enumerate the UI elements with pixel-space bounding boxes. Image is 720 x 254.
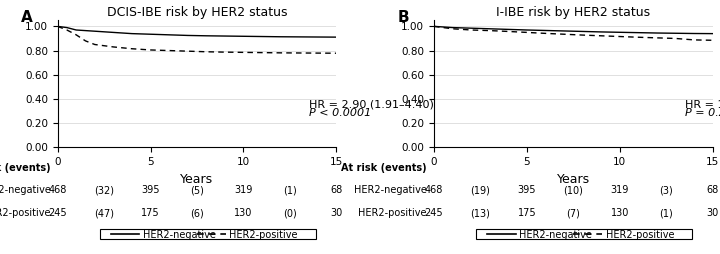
Text: HER2-negative: HER2-negative bbox=[143, 230, 216, 240]
Text: 175: 175 bbox=[141, 208, 160, 218]
Text: B: B bbox=[397, 10, 410, 25]
X-axis label: Years: Years bbox=[557, 173, 590, 186]
Text: 30: 30 bbox=[706, 208, 719, 218]
Text: (5): (5) bbox=[190, 185, 204, 195]
Text: HER2-negative: HER2-negative bbox=[0, 185, 50, 195]
Text: HER2-negative: HER2-negative bbox=[519, 230, 593, 240]
Text: 319: 319 bbox=[234, 185, 253, 195]
Text: (47): (47) bbox=[94, 208, 114, 218]
Text: 245: 245 bbox=[48, 208, 67, 218]
Title: DCIS-IBE risk by HER2 status: DCIS-IBE risk by HER2 status bbox=[107, 6, 287, 19]
Text: At risk (events): At risk (events) bbox=[341, 163, 427, 172]
Text: At risk (events): At risk (events) bbox=[0, 163, 50, 172]
Text: (1): (1) bbox=[660, 208, 673, 218]
Text: (6): (6) bbox=[190, 208, 204, 218]
Text: P = 0.23: P = 0.23 bbox=[685, 108, 720, 118]
Text: HER2-positive: HER2-positive bbox=[359, 208, 427, 218]
Text: HR = 1.40 (0.81–2.42): HR = 1.40 (0.81–2.42) bbox=[685, 99, 720, 109]
Text: (7): (7) bbox=[567, 208, 580, 218]
Text: (3): (3) bbox=[660, 185, 673, 195]
Text: (1): (1) bbox=[283, 185, 297, 195]
Text: 68: 68 bbox=[706, 185, 719, 195]
Text: HR = 2.90 (1.91–4.40): HR = 2.90 (1.91–4.40) bbox=[309, 99, 433, 109]
Text: 130: 130 bbox=[611, 208, 629, 218]
Text: (10): (10) bbox=[564, 185, 583, 195]
Text: (19): (19) bbox=[471, 185, 490, 195]
Text: HER2-negative: HER2-negative bbox=[354, 185, 427, 195]
Text: (13): (13) bbox=[471, 208, 490, 218]
Text: 468: 468 bbox=[425, 185, 444, 195]
Text: 130: 130 bbox=[234, 208, 253, 218]
Text: 245: 245 bbox=[425, 208, 444, 218]
Text: 175: 175 bbox=[518, 208, 536, 218]
Text: 319: 319 bbox=[611, 185, 629, 195]
Text: 395: 395 bbox=[518, 185, 536, 195]
Text: (32): (32) bbox=[94, 185, 114, 195]
Title: I-IBE risk by HER2 status: I-IBE risk by HER2 status bbox=[496, 6, 650, 19]
Text: P < 0.0001: P < 0.0001 bbox=[309, 108, 371, 118]
Text: (0): (0) bbox=[283, 208, 297, 218]
X-axis label: Years: Years bbox=[181, 173, 214, 186]
Text: 30: 30 bbox=[330, 208, 343, 218]
Text: 68: 68 bbox=[330, 185, 343, 195]
Text: A: A bbox=[22, 10, 33, 25]
Text: HER2-positive: HER2-positive bbox=[230, 230, 298, 240]
Text: HER2-positive: HER2-positive bbox=[0, 208, 50, 218]
Text: HER2-positive: HER2-positive bbox=[606, 230, 675, 240]
Text: 395: 395 bbox=[141, 185, 160, 195]
Text: 468: 468 bbox=[48, 185, 67, 195]
